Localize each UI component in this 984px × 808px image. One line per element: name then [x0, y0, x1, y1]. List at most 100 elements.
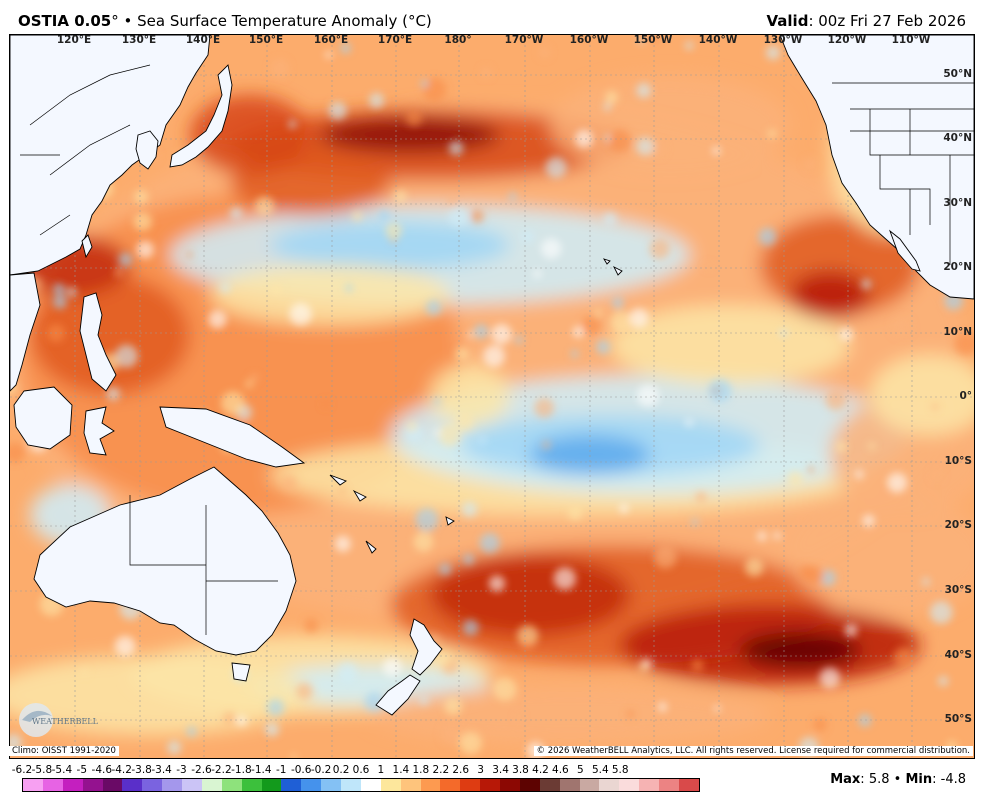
colorbar-tick: -1	[275, 764, 287, 776]
anomaly-speck	[352, 211, 363, 222]
lat-label: 0°	[959, 390, 972, 402]
colorbar-swatch	[400, 779, 421, 791]
colorbar-tick: 2.2	[432, 764, 450, 776]
sst-anomaly-map	[9, 34, 975, 759]
weatherbell-logo: WEATHERBELL	[19, 703, 98, 737]
lon-label: 120°E	[56, 34, 92, 46]
anomaly-patch	[30, 275, 190, 395]
colorbar-tick: 4.2	[532, 764, 549, 776]
anomaly-speck	[186, 251, 193, 259]
anomaly-speck	[938, 675, 949, 687]
lat-label: 40°S	[944, 649, 972, 661]
anomaly-speck	[334, 535, 351, 552]
anomaly-speck	[455, 413, 474, 432]
anomaly-speck	[619, 503, 629, 514]
anomaly-speck	[636, 82, 652, 98]
anomaly-speck	[438, 424, 461, 447]
anomaly-speck	[813, 718, 827, 732]
land-tasmania	[231, 662, 251, 682]
colorbar-swatch	[261, 779, 282, 791]
land-fiji	[445, 516, 455, 526]
lon-label: 110°W	[891, 34, 931, 46]
anomaly-speck	[470, 209, 484, 223]
anomaly-speck	[610, 311, 632, 333]
colorbar-tick: -1.4	[251, 764, 272, 776]
lon-label: 130°E	[121, 34, 157, 46]
anomaly-speck	[931, 403, 939, 411]
anomaly-speck	[695, 491, 707, 503]
anomaly-patch	[210, 265, 450, 325]
colorbar-tick: 5.8	[611, 764, 629, 776]
variable-name: Sea Surface Temperature Anomaly (°C)	[137, 12, 432, 30]
anomaly-speck	[382, 657, 402, 677]
anomaly-speck	[626, 710, 635, 718]
climatology-note: Climo: OISST 1991-2020	[9, 746, 119, 756]
anomaly-speck	[922, 577, 930, 586]
map-canvas	[10, 35, 974, 758]
anomaly-speck	[250, 374, 259, 382]
land-new-zealand-north	[409, 618, 443, 676]
product-degree: °	[111, 12, 119, 30]
anomaly-speck	[854, 470, 864, 479]
anomaly-speck	[223, 711, 236, 725]
colorbar-tick: 0.6	[352, 764, 370, 776]
anomaly-speck	[508, 192, 517, 201]
colorbar-swatch	[380, 779, 401, 791]
anomaly-speck	[765, 45, 781, 60]
anomaly-speck	[637, 37, 645, 44]
colorbar-swatch	[599, 779, 620, 791]
colorbar-swatch	[460, 779, 481, 791]
product-name: OSTIA 0.05	[18, 12, 112, 30]
anomaly-speck	[705, 263, 713, 270]
anomaly-speck	[186, 726, 197, 737]
anomaly-speck	[266, 698, 285, 717]
anomaly-speck	[289, 303, 312, 326]
anomaly-speck	[787, 471, 804, 487]
title-bullet: •	[123, 12, 133, 30]
anomaly-patch	[740, 632, 860, 668]
anomaly-speck	[393, 189, 407, 203]
colorbar-swatch	[23, 779, 43, 791]
anomaly-patch	[550, 75, 790, 175]
anomaly-speck	[229, 206, 243, 220]
anomaly-speck	[545, 156, 567, 178]
anomaly-speck	[929, 601, 953, 624]
anomaly-speck	[858, 714, 872, 727]
anomaly-speck	[868, 442, 876, 450]
lat-label: 20°S	[944, 519, 972, 531]
colorbar-tick: 3.4	[492, 764, 509, 776]
lon-label: 160°E	[313, 34, 349, 46]
land-baja	[889, 229, 921, 272]
anomaly-speck	[420, 79, 429, 88]
anomaly-speck	[440, 723, 463, 746]
land-indochina	[10, 272, 41, 392]
colorbar-tick: 4.6	[552, 764, 569, 776]
land-hawaii	[602, 258, 623, 276]
colorbar-swatch	[500, 779, 520, 791]
anomaly-speck	[444, 697, 463, 715]
anomaly-speck	[521, 230, 534, 243]
anomaly-speck	[594, 309, 602, 317]
anomaly-speck	[434, 429, 441, 436]
anomaly-speck	[612, 297, 624, 309]
anomaly-speck	[134, 189, 149, 204]
lon-label: 140°W	[698, 34, 738, 46]
lat-label: 10°N	[943, 326, 972, 338]
anomaly-speck	[447, 196, 458, 207]
anomaly-patch	[430, 555, 630, 635]
colorbar-swatch	[221, 779, 242, 791]
max-label: Max	[830, 772, 861, 787]
land-philippines	[79, 292, 117, 392]
anomaly-patch	[270, 221, 510, 269]
anomaly-speck	[368, 92, 385, 109]
anomaly-patch	[610, 305, 850, 385]
colorbar-swatch	[559, 779, 580, 791]
anomaly-speck	[567, 505, 583, 521]
colorbar-tick: -0.2	[310, 764, 332, 776]
anomaly-speck	[538, 46, 551, 59]
anomaly-speck	[604, 134, 611, 142]
anomaly-speck	[467, 331, 474, 338]
anomaly-speck	[136, 240, 154, 259]
land-new-zealand-south	[375, 674, 421, 716]
land-masses	[10, 35, 974, 716]
